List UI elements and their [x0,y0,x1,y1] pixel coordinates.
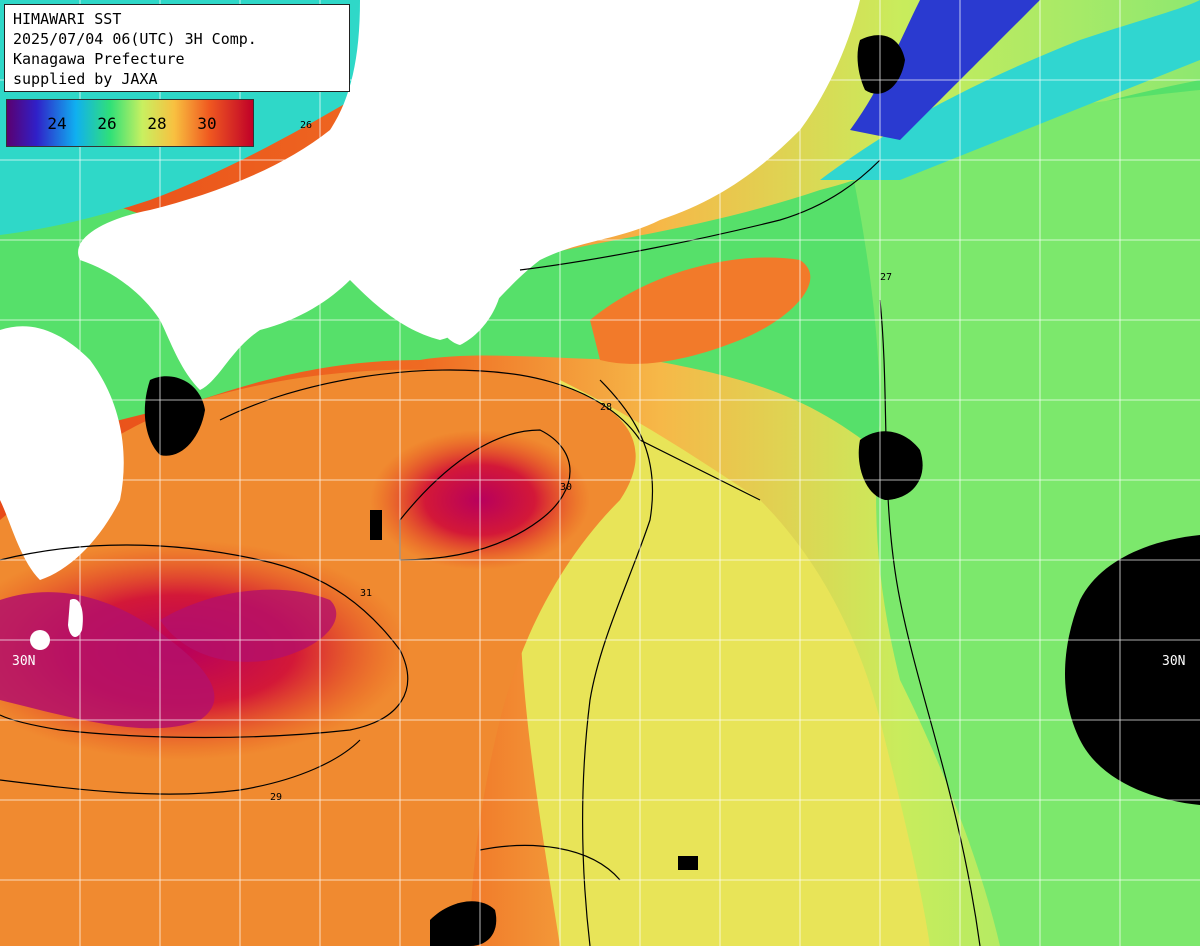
scale-label-28: 28 [147,114,167,133]
contour-label: 29 [270,792,282,803]
kyushu-land [0,326,124,580]
no-data-small-1 [678,856,698,870]
cold-northeast [850,0,1040,140]
product-name: HIMAWARI SST [13,10,122,28]
contour-label: 31 [360,588,372,599]
kii-peninsula [420,226,503,345]
contour-28-kuroshio [581,379,654,946]
shikoku-land [180,245,293,311]
scale-label-26: 26 [97,114,117,133]
cyan-northeast [820,0,1200,180]
magenta-core-2 [160,589,337,662]
land [0,0,860,650]
scale-label-30: 30 [197,114,217,133]
supplier: supplied by JAXA [13,70,158,88]
contour-label: 27 [880,272,892,283]
timestamp: 2025/07/04 06(UTC) 3H Comp. [13,30,257,48]
izu-islands [476,149,502,195]
orange-north-patch [590,257,811,364]
contour-label: 28 [600,402,612,413]
no-data [144,35,1200,946]
contour-29-south [479,844,621,881]
contour-30-core [0,544,409,739]
contour-label: 26 [300,120,312,131]
color-scale-bar: 24 26 28 30 [6,99,254,147]
no-data-east-cloud [1065,535,1200,805]
contour-lines [0,159,981,946]
latitude-label-right: 30N [1162,654,1186,669]
yellow-band [520,380,930,946]
magenta-core [0,592,215,729]
tanegashima [68,599,83,637]
title-box: HIMAWARI SST 2025/07/04 06(UTC) 3H Comp.… [4,4,350,92]
contour-north-coast [519,159,881,271]
no-data-cloud-mid [858,431,923,500]
contour-27-east [879,299,981,946]
contour-29-west [0,739,361,795]
contour-value-labels: 26 27 28 29 30 31 [270,120,892,803]
prefecture: Kanagawa Prefecture [13,50,185,68]
no-data-small-2 [370,510,382,540]
latitude-label-left: 30N [12,654,36,669]
contour-30-mid [399,429,571,561]
no-data-northeast [857,35,905,94]
contour-28-north [219,369,761,501]
contour-label: 30 [560,482,572,493]
scale-label-24: 24 [47,114,67,133]
